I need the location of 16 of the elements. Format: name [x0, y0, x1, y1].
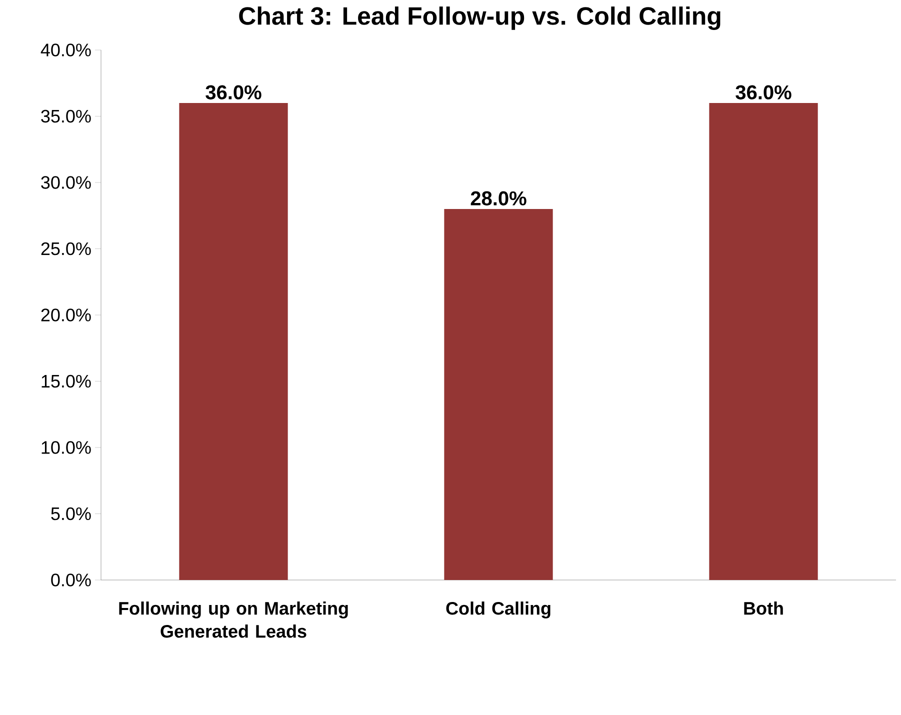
y-tick-label: 30.0%: [41, 176, 91, 189]
data-label: 36.0%: [206, 85, 262, 100]
x-tick-label: Cold Calling: [446, 602, 550, 618]
x-tick-label: Following up on Marketing Generated Leads: [119, 602, 348, 638]
y-tick-label: 20.0%: [41, 308, 91, 322]
y-tick-label: 0.0%: [51, 574, 91, 586]
data-label: 36.0%: [736, 85, 792, 100]
y-tick-label: 25.0%: [41, 242, 91, 256]
y-tick-label: 5.0%: [51, 507, 91, 520]
y-tick-label: 40.0%: [40, 44, 91, 56]
y-tick-label: 15.0%: [42, 374, 91, 388]
y-tick-label: 10.0%: [42, 441, 91, 454]
data-label: 28.0%: [470, 191, 526, 206]
x-tick-label: Both: [744, 602, 783, 615]
y-tick-label: 35.0%: [41, 110, 91, 123]
chart-title: Chart 3: Lead Follow-up vs. Cold Calling: [239, 6, 720, 30]
